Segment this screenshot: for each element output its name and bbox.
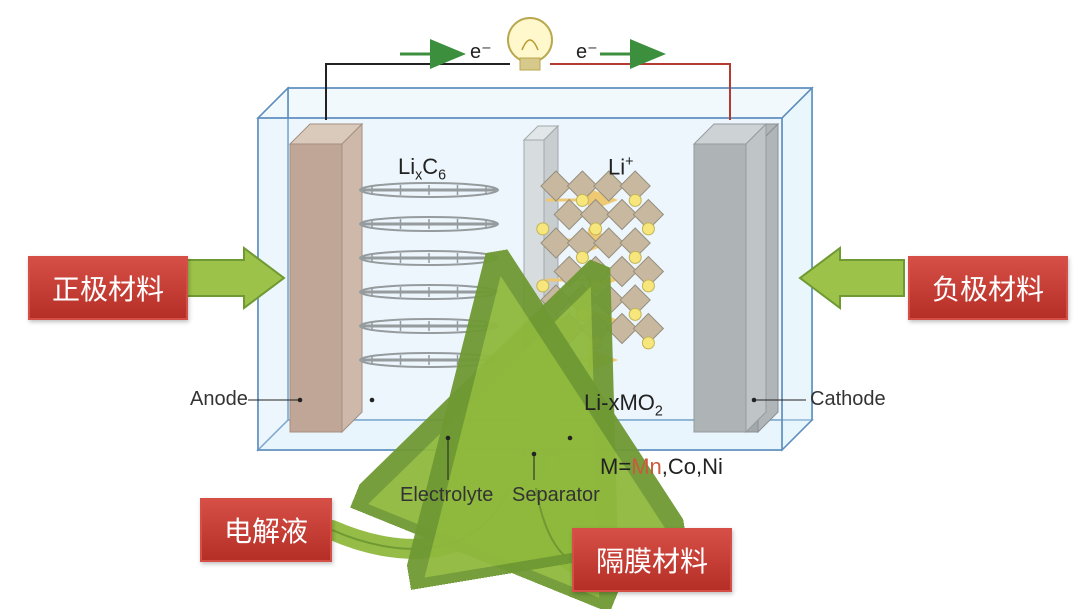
electrolyte-english-label: Electrolyte — [400, 484, 493, 507]
separator-label-box: 隔膜材料 — [572, 528, 732, 592]
svg-text:e⁻: e⁻ — [576, 41, 598, 63]
separator-english-label: Separator — [512, 484, 600, 507]
positive-electrode-label-box: 正极材料 — [28, 256, 188, 320]
lixc6-formula: LixC6 — [398, 154, 446, 183]
m-equals-formula: M=Mn,Co,Ni — [600, 454, 723, 480]
lixmo2-formula: Li-xMO2 — [584, 390, 663, 419]
battery-diagram: e⁻ e⁻ 正极材料 负极材料 电解液 隔膜材料 Anode Cathode El… — [0, 0, 1080, 609]
li-plus-formula: Li+ — [608, 154, 633, 180]
anode-english-label: Anode — [190, 388, 248, 411]
negative-electrode-label-box: 负极材料 — [908, 256, 1068, 320]
electrolyte-label-box: 电解液 — [200, 498, 332, 562]
svg-text:e⁻: e⁻ — [470, 41, 492, 63]
cathode-english-label: Cathode — [810, 388, 886, 411]
mn-text: Mn — [631, 454, 662, 479]
